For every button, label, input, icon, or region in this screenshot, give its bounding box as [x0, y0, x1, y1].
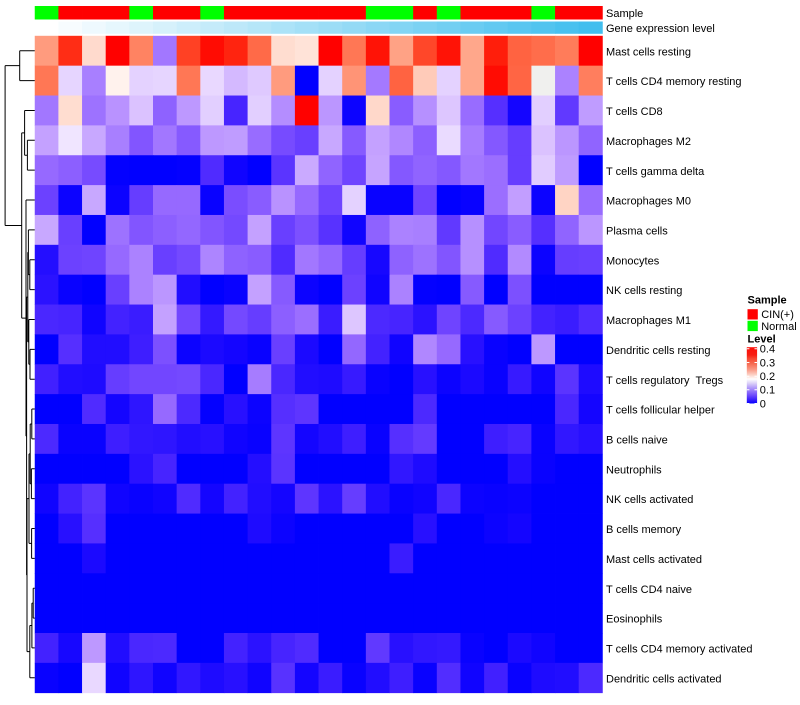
svg-text:T cells CD4 memory resting: T cells CD4 memory resting: [606, 76, 742, 88]
svg-text:Sample: Sample: [606, 8, 643, 20]
svg-text:CIN(+): CIN(+): [761, 309, 794, 321]
svg-text:Gene expression level: Gene expression level: [606, 23, 715, 35]
svg-text:Dendritic cells activated: Dendritic cells activated: [606, 673, 722, 685]
svg-text:T cells regulatory Tregs: T cells regulatory Tregs: [606, 375, 724, 387]
svg-text:NK cells resting: NK cells resting: [606, 285, 682, 297]
svg-text:0.2: 0.2: [760, 371, 775, 383]
svg-text:T cells CD8: T cells CD8: [606, 106, 663, 118]
svg-text:Sample: Sample: [748, 295, 787, 307]
svg-text:Plasma cells: Plasma cells: [606, 226, 668, 238]
svg-text:T cells CD4 memory activated: T cells CD4 memory activated: [606, 644, 753, 656]
svg-text:B cells memory: B cells memory: [606, 524, 682, 536]
svg-text:0.3: 0.3: [760, 357, 775, 369]
svg-text:Normal: Normal: [761, 321, 796, 333]
svg-text:0.4: 0.4: [760, 344, 775, 356]
svg-text:Monocytes: Monocytes: [606, 255, 660, 267]
svg-text:T cells follicular helper: T cells follicular helper: [606, 405, 715, 417]
svg-text:Dendritic cells resting: Dendritic cells resting: [606, 345, 711, 357]
svg-text:T cells gamma delta: T cells gamma delta: [606, 166, 705, 178]
svg-text:Macrophages M2: Macrophages M2: [606, 136, 691, 148]
svg-text:Macrophages M1: Macrophages M1: [606, 315, 691, 327]
svg-text:NK cells activated: NK cells activated: [606, 494, 693, 506]
svg-text:Mast cells activated: Mast cells activated: [606, 554, 702, 566]
svg-text:Macrophages M0: Macrophages M0: [606, 196, 691, 208]
svg-text:Neutrophils: Neutrophils: [606, 464, 662, 476]
svg-text:Level: Level: [748, 334, 776, 346]
svg-text:Mast cells resting: Mast cells resting: [606, 46, 691, 58]
svg-text:T cells CD4 naive: T cells CD4 naive: [606, 584, 692, 596]
svg-text:0.1: 0.1: [760, 385, 775, 397]
svg-text:Eosinophils: Eosinophils: [606, 614, 663, 626]
svg-text:B cells naive: B cells naive: [606, 435, 668, 447]
svg-text:0: 0: [760, 398, 766, 410]
